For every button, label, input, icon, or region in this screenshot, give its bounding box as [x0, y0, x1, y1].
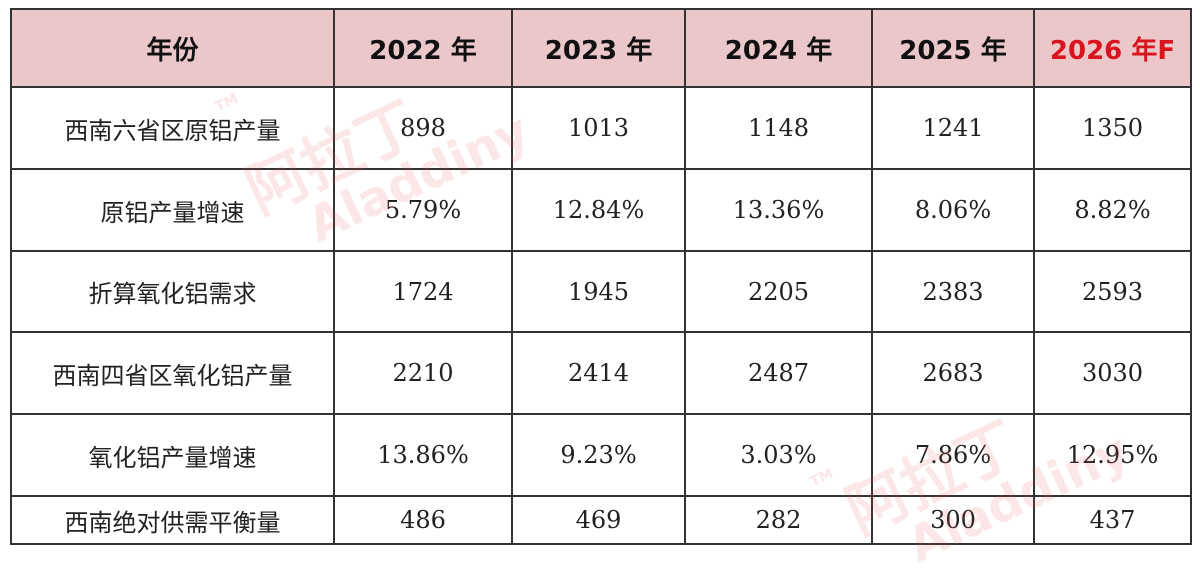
data-cell: 469 [513, 497, 686, 545]
data-cell: 1241 [873, 88, 1035, 170]
header-cell: 2022 年 [335, 8, 513, 88]
data-cell: 1724 [335, 252, 513, 333]
data-cell: 1350 [1035, 88, 1192, 170]
data-cell: 8.82% [1035, 170, 1192, 252]
data-cell: 486 [335, 497, 513, 545]
data-cell: 13.36% [686, 170, 873, 252]
row-label: 西南六省区原铝产量 [10, 88, 335, 170]
header-cell: 2023 年 [513, 8, 686, 88]
data-cell: 2683 [873, 333, 1035, 415]
row-label: 原铝产量增速 [10, 170, 335, 252]
data-cell: 2210 [335, 333, 513, 415]
header-cell: 2024 年 [686, 8, 873, 88]
data-cell: 437 [1035, 497, 1192, 545]
row-label: 西南绝对供需平衡量 [10, 497, 335, 545]
data-cell: 2414 [513, 333, 686, 415]
data-cell: 9.23% [513, 415, 686, 497]
data-cell: 898 [335, 88, 513, 170]
data-cell: 1945 [513, 252, 686, 333]
row-label: 折算氧化铝需求 [10, 252, 335, 333]
data-cell: 2205 [686, 252, 873, 333]
row-label: 西南四省区氧化铝产量 [10, 333, 335, 415]
data-cell: 2383 [873, 252, 1035, 333]
page: 年份 2022 年 2023 年 2024 年 2025 年 2026 年F 西南六省区原铝… [10, 8, 1192, 573]
header-cell: 2025 年 [873, 8, 1035, 88]
data-cell: 5.79% [335, 170, 513, 252]
data-cell: 12.95% [1035, 415, 1192, 497]
data-cell: 2593 [1035, 252, 1192, 333]
data-cell: 3030 [1035, 333, 1192, 415]
data-cell: 3.03% [686, 415, 873, 497]
data-cell: 13.86% [335, 415, 513, 497]
data-cell: 8.06% [873, 170, 1035, 252]
data-cell: 7.86% [873, 415, 1035, 497]
data-cell: 300 [873, 497, 1035, 545]
data-cell: 282 [686, 497, 873, 545]
row-label: 氧化铝产量增速 [10, 415, 335, 497]
data-cell: 1013 [513, 88, 686, 170]
header-cell: 2026 年F [1035, 8, 1192, 88]
data-cell: 12.84% [513, 170, 686, 252]
header-cell: 年份 [10, 8, 335, 88]
data-cell: 2487 [686, 333, 873, 415]
data-cell: 1148 [686, 88, 873, 170]
